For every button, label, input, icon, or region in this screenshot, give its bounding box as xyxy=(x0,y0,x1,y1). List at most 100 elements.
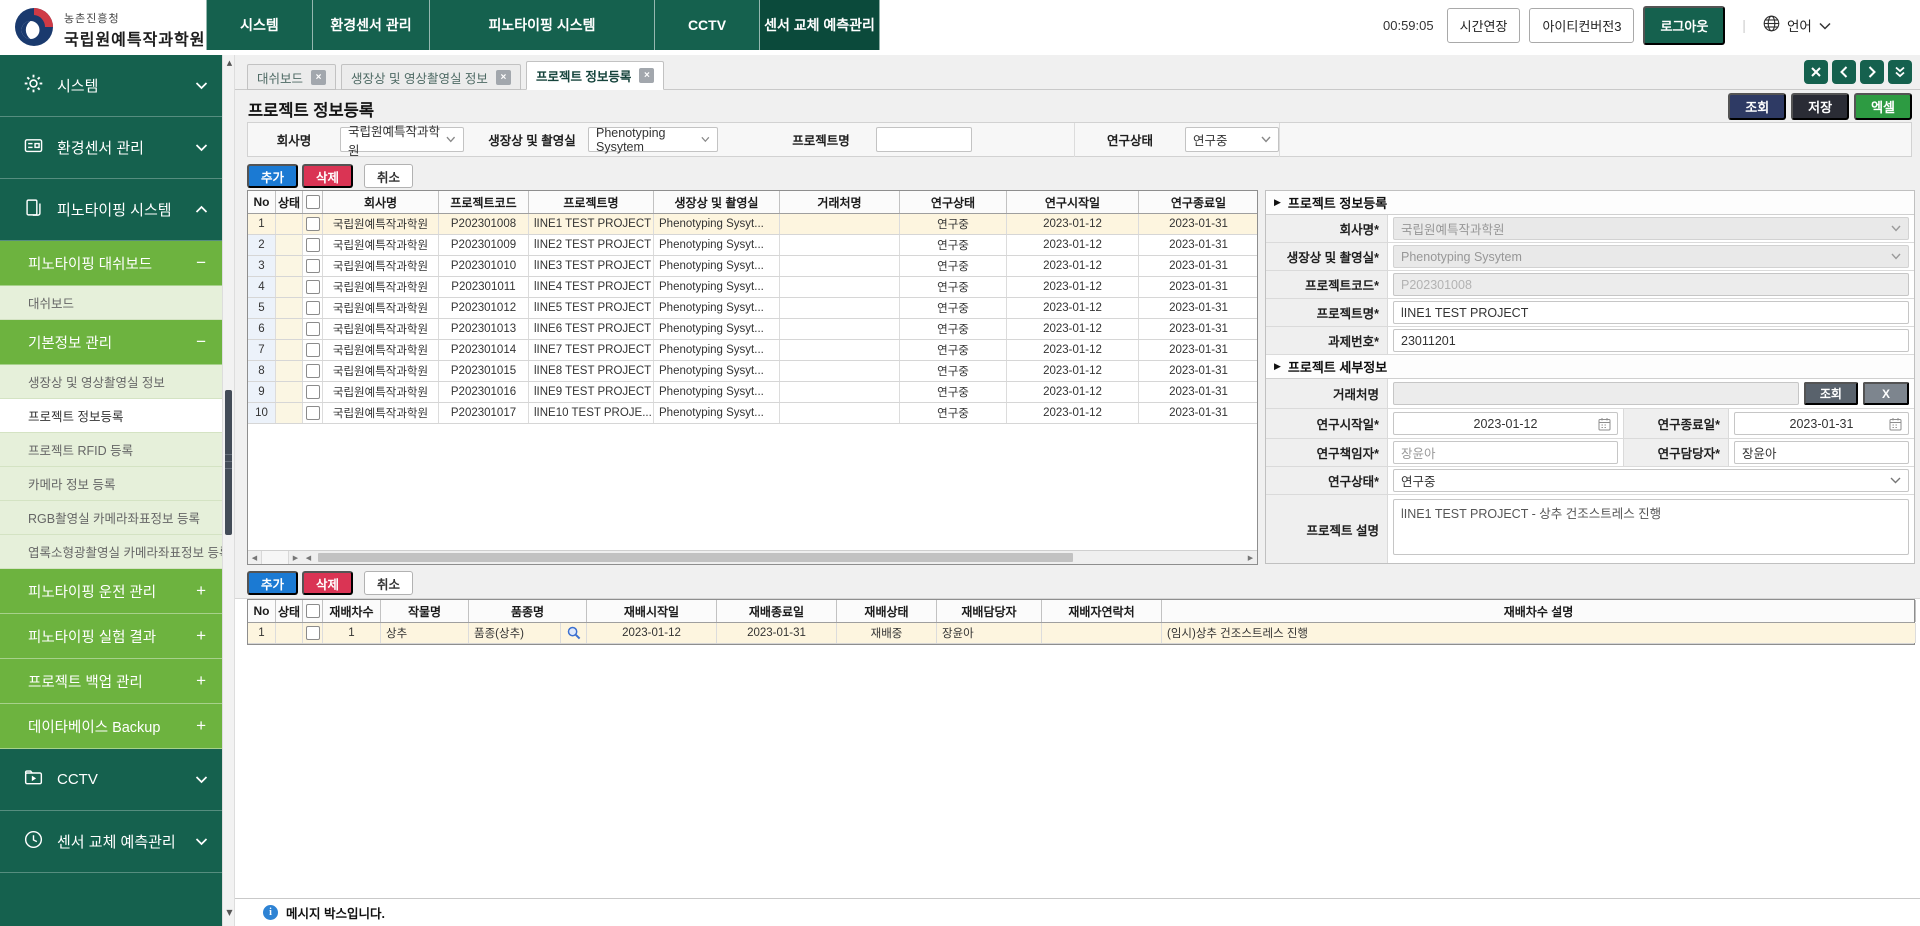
menu-item-3[interactable]: 피노타이핑 시스템 xyxy=(430,0,655,50)
filter-status-select[interactable]: 연구중 xyxy=(1185,127,1279,152)
excel-button[interactable]: 엑셀 xyxy=(1854,93,1912,120)
grid-cell: 장윤아 xyxy=(937,623,1042,643)
sidebar-group[interactable]: 피노타이핑 대쉬보드 − xyxy=(0,241,222,286)
close-all-tabs-button[interactable] xyxy=(1804,60,1828,84)
sidebar-item[interactable]: 카메라 정보 등록 xyxy=(0,467,222,501)
search-magnifier-icon[interactable] xyxy=(562,623,585,643)
menu-item-5[interactable]: 센서 교체 예측관리 xyxy=(760,0,880,50)
client-search-button[interactable]: 조회 xyxy=(1803,382,1858,405)
tab[interactable]: 대쉬보드 × xyxy=(247,64,337,90)
row-checkbox[interactable] xyxy=(305,322,320,336)
scroll-left-icon[interactable]: ◀ xyxy=(305,553,312,562)
project-description-textarea[interactable]: lINE1 TEST PROJECT - 상추 건조스트레스 진행 xyxy=(1393,499,1909,555)
sidebar-item[interactable]: RGB촬영실 카메라좌표정보 등록 xyxy=(0,501,222,535)
delete-button[interactable]: 삭제 xyxy=(302,571,354,595)
table-row[interactable]: 7 국립원예특작과학원 P202301014 lINE7 TEST PROJECT Ph… xyxy=(248,340,1257,361)
row-checkbox[interactable] xyxy=(305,259,320,273)
row-checkbox[interactable] xyxy=(305,406,320,420)
table-row[interactable]: 5 국립원예특작과학원 P202301012 lINE5 TEST PROJECT Ph… xyxy=(248,298,1257,319)
research-leader-field[interactable]: 장윤아 xyxy=(1393,441,1618,464)
calendar-icon[interactable] xyxy=(1889,417,1902,434)
extend-time-button[interactable]: 시간연장 xyxy=(1446,7,1521,43)
task-number-field[interactable]: 23011201 xyxy=(1393,329,1909,352)
filter-chamber-select[interactable]: Phenotyping Sysytem xyxy=(588,126,718,154)
add-button[interactable]: 추가 xyxy=(247,571,299,595)
sidebar-item[interactable]: 엽록소형광촬영실 카메라좌표정보 등록 xyxy=(0,535,222,569)
menu-item-4[interactable]: CCTV xyxy=(655,0,760,50)
sidebar-item[interactable]: 피노타이핑 시스템 xyxy=(0,179,222,241)
prev-tab-button[interactable] xyxy=(1832,60,1856,84)
scroll-right-icon[interactable]: ▶ xyxy=(1247,553,1254,562)
frozen-pane-track[interactable] xyxy=(261,551,289,564)
close-icon[interactable]: × xyxy=(311,69,327,85)
cancel-button[interactable]: 취소 xyxy=(364,164,414,188)
end-date-field[interactable]: 2023-01-31 xyxy=(1734,412,1909,435)
sidebar-item[interactable]: 프로젝트 정보등록 xyxy=(0,399,222,433)
sidebar-item[interactable]: 시스템 xyxy=(0,55,222,117)
table-row[interactable]: 3 국립원예특작과학원 P202301010 lINE3 TEST PROJECT Ph… xyxy=(248,256,1257,277)
sidebar-item[interactable]: 대쉬보드 xyxy=(0,286,222,320)
select-all-checkbox[interactable] xyxy=(305,195,320,209)
sidebar-group[interactable]: 데이타베이스 Backup + xyxy=(0,704,222,749)
table-row[interactable]: 1 1 상추 품종(상추) 2023-01-12 2023-01-31 재배중 장윤아 (임시)… xyxy=(248,623,1916,644)
research-manager-field[interactable]: 장윤아 xyxy=(1734,441,1909,464)
table-row[interactable]: 10 국립원예특작과학원 P202301017 lINE10 TEST PROJE..… xyxy=(248,403,1257,424)
save-button[interactable]: 저장 xyxy=(1791,93,1850,120)
sidebar-item[interactable]: 환경센서 관리 xyxy=(0,117,222,179)
table-row[interactable]: 2 국립원예특작과학원 P202301009 lINE2 TEST PROJECT Ph… xyxy=(248,235,1257,256)
scroll-down-icon[interactable]: ▼ xyxy=(226,908,233,917)
table-row[interactable]: 1 국립원예특작과학원 P202301008 lINE1 TEST PROJECT Ph… xyxy=(248,214,1257,235)
tab[interactable]: 생장상 및 영상촬영실 정보 × xyxy=(341,64,521,90)
add-button[interactable]: 추가 xyxy=(247,164,299,188)
tab-list-button[interactable] xyxy=(1888,60,1912,84)
filter-project-input[interactable] xyxy=(876,127,972,152)
tab[interactable]: 프로젝트 정보등록 × xyxy=(525,61,665,90)
sidebar-item[interactable]: CCTV xyxy=(0,749,222,811)
select-all-checkbox[interactable] xyxy=(305,604,320,618)
sidebar-item[interactable]: 센서 교체 예측관리 xyxy=(0,811,222,873)
table-row[interactable]: 4 국립원예특작과학원 P202301011 lINE4 TEST PROJECT Ph… xyxy=(248,277,1257,298)
menu-item-2[interactable]: 환경센서 관리 xyxy=(313,0,430,50)
filter-company-select[interactable]: 국립원예특작과학원 xyxy=(340,125,464,158)
table-row[interactable]: 9 국립원예특작과학원 P202301016 lINE9 TEST PROJECT Ph… xyxy=(248,382,1257,403)
client-clear-button[interactable]: X xyxy=(1862,382,1909,405)
sidebar-item-label: 환경센서 관리 xyxy=(57,140,144,157)
start-date-field[interactable]: 2023-01-12 xyxy=(1393,412,1618,435)
scroll-right-icon[interactable]: ▶ xyxy=(292,553,299,562)
sidebar-group[interactable]: 피노타이핑 실험 결과 + xyxy=(0,614,222,659)
row-checkbox[interactable] xyxy=(305,626,320,640)
row-checkbox[interactable] xyxy=(305,238,320,252)
project-name-field[interactable]: lINE1 TEST PROJECT xyxy=(1393,301,1909,324)
row-checkbox[interactable] xyxy=(305,217,320,231)
sidebar-scrollbar[interactable]: ▲ ▼ xyxy=(222,55,235,926)
delete-button[interactable]: 삭제 xyxy=(302,164,354,188)
search-button[interactable]: 조회 xyxy=(1728,93,1787,120)
row-checkbox[interactable] xyxy=(305,343,320,357)
menu-item-1[interactable]: 시스템 xyxy=(206,0,313,50)
sidebar-group[interactable]: 피노타이핑 운전 관리 + xyxy=(0,569,222,614)
logout-button[interactable]: 로그아웃 xyxy=(1643,5,1726,45)
close-icon[interactable]: × xyxy=(639,68,655,83)
next-tab-button[interactable] xyxy=(1860,60,1884,84)
scrollbar-thumb[interactable] xyxy=(318,553,1073,562)
row-checkbox[interactable] xyxy=(305,385,320,399)
scrollbar-thumb[interactable] xyxy=(225,390,232,535)
calendar-icon[interactable] xyxy=(1598,417,1611,434)
row-checkbox[interactable] xyxy=(305,364,320,378)
table-row[interactable]: 8 국립원예특작과학원 P202301015 lINE8 TEST PROJECT Ph… xyxy=(248,361,1257,382)
row-checkbox[interactable] xyxy=(305,301,320,315)
language-menu[interactable]: 언어 xyxy=(1763,15,1831,35)
cancel-button[interactable]: 취소 xyxy=(364,571,414,595)
table-row[interactable]: 6 국립원예특작과학원 P202301013 lINE6 TEST PROJECT Ph… xyxy=(248,319,1257,340)
horizontal-scrollbar[interactable]: ◀ ▶ ◀ ▶ xyxy=(248,550,1257,564)
sidebar-item[interactable]: 생장상 및 영상촬영실 정보 xyxy=(0,365,222,399)
user-button[interactable]: 아이티컨버전3 xyxy=(1529,7,1635,43)
sidebar-group[interactable]: 프로젝트 백업 관리 + xyxy=(0,659,222,704)
close-icon[interactable]: × xyxy=(495,69,511,85)
research-status-select[interactable]: 연구중 xyxy=(1393,469,1909,492)
scroll-left-icon[interactable]: ◀ xyxy=(251,553,258,562)
sidebar-group[interactable]: 기본정보 관리 − xyxy=(0,320,222,365)
sidebar-item[interactable]: 프로젝트 RFID 등록 xyxy=(0,433,222,467)
scroll-up-icon[interactable]: ▲ xyxy=(226,59,233,67)
row-checkbox[interactable] xyxy=(305,280,320,294)
